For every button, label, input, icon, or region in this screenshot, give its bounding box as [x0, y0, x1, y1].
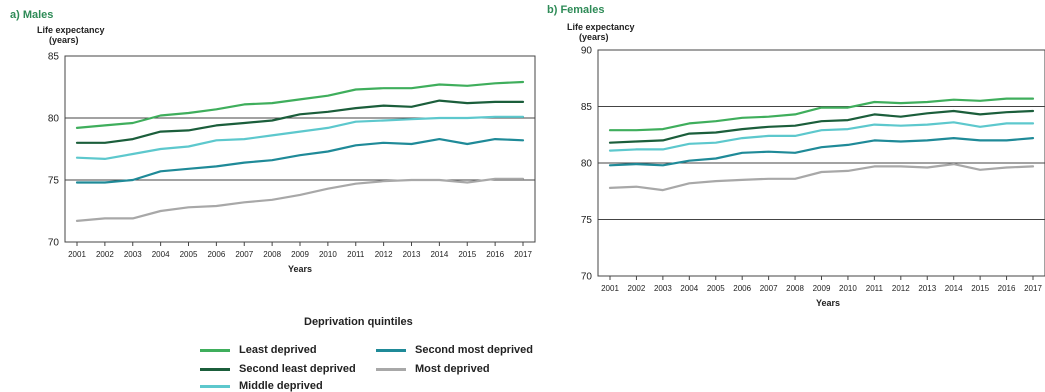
x-tick-label-males: 2010: [319, 250, 337, 259]
y-tick-label-females: 90: [581, 46, 593, 57]
x-tick-label-females: 2015: [971, 284, 989, 293]
x-tick-label-females: 2007: [760, 284, 778, 293]
series-line-least-deprived-females: [608, 97, 1035, 132]
legend-label: Most deprived: [415, 363, 490, 375]
series-line-middle-deprived-females: [608, 121, 1035, 152]
legend-label: Second least deprived: [239, 363, 356, 375]
series-line-most-deprived-males: [75, 177, 525, 222]
legend: Deprivation quintiles Least deprived Sec…: [200, 312, 620, 392]
x-tick-label-males: 2007: [235, 250, 253, 259]
panel-title-males: a) Males: [10, 9, 53, 21]
x-tick-label-males: 2014: [430, 250, 448, 259]
x-tick-label-males: 2004: [152, 250, 170, 259]
plot-frame-males: [64, 55, 536, 243]
series-line-second-least-deprived-females: [608, 109, 1035, 144]
x-tick-label-females: 2016: [998, 284, 1016, 293]
x-tick-label-females: 2013: [918, 284, 936, 293]
x-tick-label-females: 2006: [733, 284, 751, 293]
x-tick-label-males: 2009: [291, 250, 309, 259]
x-tick-label-males: 2001: [68, 250, 86, 259]
y-tick-label-females: 75: [581, 215, 593, 226]
legend-label: Middle deprived: [239, 380, 323, 392]
x-tick-label-females: 2008: [786, 284, 804, 293]
y-axis-label-females: Life expectancy: [567, 22, 635, 32]
x-tick-label-males: 2011: [347, 250, 365, 259]
x-tick-label-females: 2012: [892, 284, 910, 293]
legend-swatch: [200, 384, 230, 388]
legend-swatch: [376, 348, 406, 352]
x-axis-label-males: Years: [288, 264, 312, 274]
legend-item-least-deprived: Least deprived: [200, 344, 317, 356]
y-tick-label-males: 85: [48, 52, 60, 63]
x-tick-label-females: 2014: [945, 284, 963, 293]
series-line-second-least-deprived-males: [75, 99, 525, 144]
x-tick-label-males: 2017: [514, 250, 532, 259]
x-tick-label-females: 2010: [839, 284, 857, 293]
legend-swatch: [200, 348, 230, 352]
legend-swatch: [376, 367, 406, 371]
y-axis-label-unit-females: (years): [579, 32, 609, 42]
series-line-middle-deprived-males: [75, 115, 525, 160]
panel-title-females: b) Females: [547, 4, 604, 16]
x-tick-label-males: 2002: [96, 250, 114, 259]
legend-swatch: [200, 367, 230, 371]
legend-label: Least deprived: [239, 344, 317, 356]
legend-item-middle-deprived: Middle deprived: [200, 380, 323, 392]
x-tick-label-males: 2015: [458, 250, 476, 259]
x-axis-label-females: Years: [816, 298, 840, 308]
x-tick-label-females: 2011: [866, 284, 884, 293]
x-tick-label-males: 2006: [207, 250, 225, 259]
x-tick-label-males: 2003: [124, 250, 142, 259]
series-line-second-most-deprived-females: [608, 137, 1035, 167]
legend-title: Deprivation quintiles: [304, 316, 413, 328]
x-tick-label-males: 2005: [180, 250, 198, 259]
x-tick-label-males: 2016: [486, 250, 504, 259]
x-tick-label-females: 2003: [654, 284, 672, 293]
legend-item-second-most-deprived: Second most deprived: [376, 344, 533, 356]
y-tick-label-males: 70: [48, 238, 60, 249]
series-line-least-deprived-males: [75, 80, 525, 130]
y-axis-label-unit-males: (years): [49, 35, 79, 45]
legend-item-second-least-deprived: Second least deprived: [200, 363, 356, 375]
x-tick-label-females: 2005: [707, 284, 725, 293]
y-tick-label-males: 80: [48, 114, 60, 125]
series-line-second-most-deprived-males: [75, 138, 525, 184]
x-tick-label-females: 2001: [601, 284, 619, 293]
legend-label: Second most deprived: [415, 344, 533, 356]
x-tick-label-females: 2009: [813, 284, 831, 293]
y-tick-label-males: 75: [48, 176, 60, 187]
x-tick-label-females: 2017: [1024, 284, 1042, 293]
x-tick-label-females: 2002: [628, 284, 646, 293]
y-tick-label-females: 85: [581, 102, 593, 113]
series-line-most-deprived-females: [608, 163, 1035, 192]
x-tick-label-females: 2004: [680, 284, 698, 293]
x-tick-label-males: 2013: [403, 250, 421, 259]
x-tick-label-males: 2012: [375, 250, 393, 259]
y-axis-label-males: Life expectancy: [37, 25, 105, 35]
y-tick-label-females: 70: [581, 272, 593, 283]
y-tick-label-females: 80: [581, 159, 593, 170]
legend-item-most-deprived: Most deprived: [376, 363, 490, 375]
x-tick-label-males: 2008: [263, 250, 281, 259]
